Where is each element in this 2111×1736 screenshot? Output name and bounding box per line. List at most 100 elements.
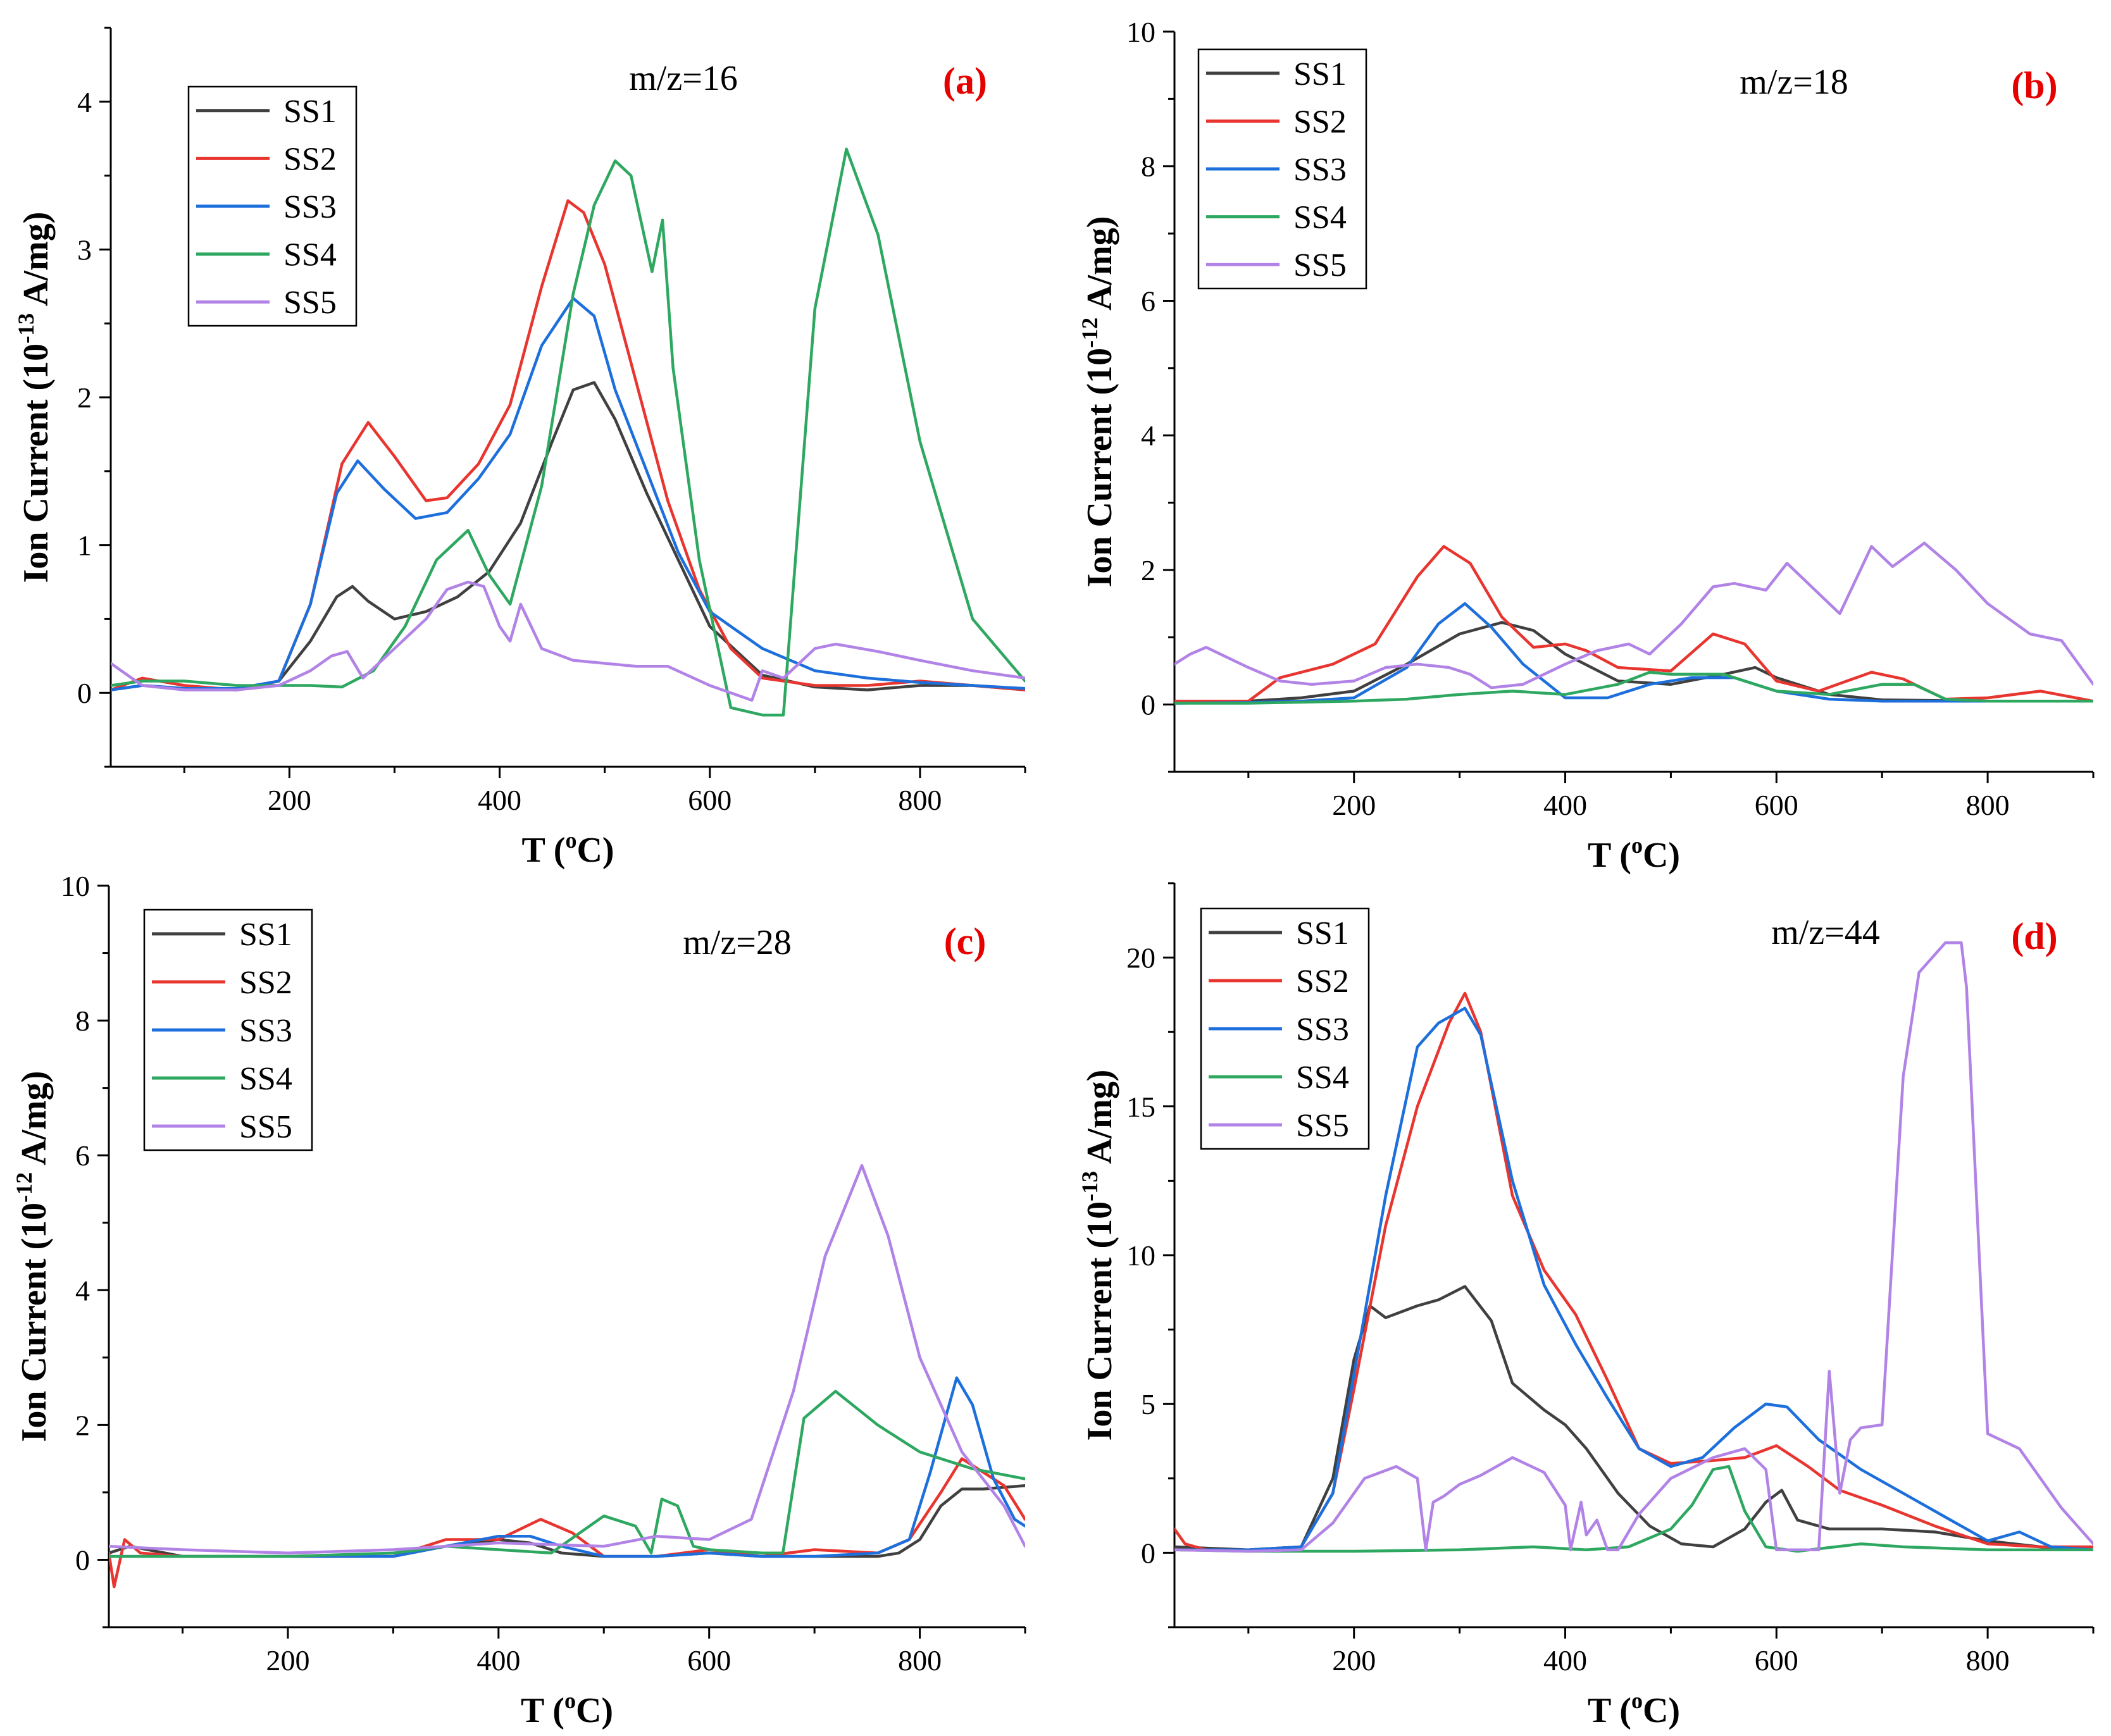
y-tick-label: 4 (77, 86, 92, 118)
legend-label-ss2: SS2 (283, 141, 337, 177)
x-tick-label: 200 (1332, 1644, 1376, 1677)
y-axis-title: Ion Current (10-12 A/mg) (1077, 216, 1119, 588)
x-tick-label: 800 (1966, 1644, 2010, 1677)
mz-annotation: m/z=16 (629, 59, 738, 98)
y-tick-label: 4 (1141, 419, 1155, 452)
series-line-ss3 (109, 1376, 1025, 1558)
legend-label-ss4: SS4 (239, 1061, 292, 1097)
series-line-ss4 (1174, 671, 2093, 705)
x-tick-label: 600 (687, 1644, 731, 1677)
legend-label-ss4: SS4 (1296, 1060, 1349, 1096)
legend-label-ss5: SS5 (283, 285, 337, 321)
x-tick-label: 800 (898, 784, 942, 816)
y-tick-label: 3 (77, 233, 92, 266)
series-lines (1174, 542, 2093, 705)
x-tick-label: 400 (1543, 1644, 1587, 1677)
panel-label: (c) (944, 921, 987, 962)
x-tick-label: 400 (478, 784, 521, 816)
legend-label-ss1: SS1 (1293, 56, 1347, 92)
series-line-ss1 (1174, 1285, 2093, 1551)
legend-label-ss5: SS5 (239, 1109, 292, 1145)
y-tick-label: 10 (1126, 1239, 1155, 1272)
y-tick-label: 8 (1141, 151, 1155, 183)
mz-annotation: m/z=18 (1740, 63, 1848, 102)
y-tick-label: 2 (75, 1409, 90, 1441)
panel-label: (b) (2011, 65, 2057, 106)
y-tick-label: 15 (1126, 1091, 1155, 1123)
mz-annotation: m/z=44 (1771, 913, 1880, 952)
legend-label-ss1: SS1 (1296, 915, 1349, 952)
legend: SS1 SS2 SS3 SS4 SS5 (143, 908, 313, 1151)
x-axis-title: T (oC) (1588, 833, 1680, 875)
series-line-ss4 (111, 147, 1025, 717)
legend-label-ss2: SS2 (1296, 964, 1349, 1000)
series-line-ss3 (1174, 602, 2093, 705)
legend-label-ss2: SS2 (1293, 104, 1347, 140)
y-tick-label: 6 (1141, 285, 1155, 317)
series-line-ss1 (1174, 621, 2093, 703)
x-tick-label: 400 (476, 1644, 520, 1677)
series-line-ss4 (109, 1389, 1025, 1558)
series-line-ss5 (1174, 941, 2093, 1553)
x-tick-label: 400 (1543, 789, 1587, 821)
legend: SS1 SS2 SS3 SS4 SS5 (1200, 907, 1370, 1150)
legend-label-ss5: SS5 (1296, 1108, 1349, 1144)
legend-label-ss3: SS3 (239, 1013, 292, 1049)
x-tick-label: 800 (898, 1644, 942, 1677)
x-axis-title: T (oC) (521, 828, 614, 870)
legend-label-ss3: SS3 (1296, 1012, 1349, 1048)
x-axis-title: T (oC) (521, 1688, 613, 1730)
panel-b: 200 400 600 800 0 2 4 6 8 10 T (oC) Ion Current (10… (1077, 16, 2095, 875)
y-tick-label: 20 (1126, 942, 1155, 974)
y-tick-label: 6 (75, 1139, 90, 1172)
y-tick-label: 0 (75, 1544, 90, 1576)
x-tick-label: 600 (688, 784, 732, 816)
panel-label: (d) (2011, 915, 2057, 957)
y-tick-label: 4 (75, 1274, 90, 1306)
y-tick-label: 2 (77, 381, 92, 414)
panel-d: 200 400 600 800 0 5 10 15 20 T (oC) Ion Current (1… (1077, 882, 2095, 1730)
legend-label-ss4: SS4 (1293, 200, 1347, 236)
mz-annotation: m/z=28 (683, 923, 792, 962)
series-line-ss3 (1174, 1007, 2093, 1551)
series-line-ss5 (1174, 542, 2093, 690)
series-lines (1174, 941, 2093, 1553)
x-tick-label: 600 (1755, 789, 1798, 821)
legend-label-ss4: SS4 (283, 237, 337, 273)
legend-label-ss3: SS3 (283, 189, 337, 225)
series-lines (109, 1163, 1025, 1589)
panel-label: (a) (943, 60, 987, 102)
series-line-ss5 (109, 1163, 1025, 1555)
series-lines (111, 147, 1025, 717)
x-tick-label: 200 (268, 784, 311, 816)
y-axis-title: Ion Current (10-12 A/mg) (11, 1071, 54, 1442)
y-tick-label: 1 (77, 530, 92, 562)
legend-label-ss3: SS3 (1293, 152, 1347, 188)
y-tick-label: 8 (75, 1005, 90, 1037)
x-axis-title: T (oC) (1588, 1688, 1680, 1730)
x-tick-label: 800 (1966, 789, 2010, 821)
y-axis-title: Ion Current (10-13 A/mg) (13, 212, 56, 583)
y-tick-label: 2 (1141, 554, 1155, 586)
panel-c: 200 400 600 800 0 2 4 6 8 10 T (oC) Ion Current (10… (11, 870, 1026, 1730)
y-tick-label: 0 (77, 677, 92, 709)
legend: SS1 SS2 SS3 SS4 SS5 (187, 85, 358, 327)
y-tick-label: 10 (61, 870, 90, 902)
legend-box (187, 85, 358, 327)
y-tick-label: 10 (1126, 16, 1155, 48)
y-tick-label: 5 (1141, 1388, 1155, 1420)
y-tick-label: 0 (1141, 689, 1155, 721)
x-tick-label: 200 (1332, 789, 1376, 821)
legend-label-ss5: SS5 (1293, 247, 1347, 283)
series-line-ss5 (111, 580, 1025, 702)
y-tick-label: 0 (1141, 1537, 1155, 1569)
legend: SS1 SS2 SS3 SS4 SS5 (1197, 48, 1367, 290)
x-tick-label: 600 (1755, 1644, 1798, 1677)
panel-a: 200 400 600 800 0 1 2 3 4 T (oC) Ion Current (10-1… (13, 27, 1026, 870)
legend-label-ss1: SS1 (239, 917, 292, 953)
series-line-ss4 (1174, 1465, 2093, 1553)
legend-label-ss1: SS1 (283, 94, 337, 130)
x-tick-label: 200 (266, 1644, 309, 1677)
y-axis-title: Ion Current (10-13 A/mg) (1077, 1070, 1119, 1441)
